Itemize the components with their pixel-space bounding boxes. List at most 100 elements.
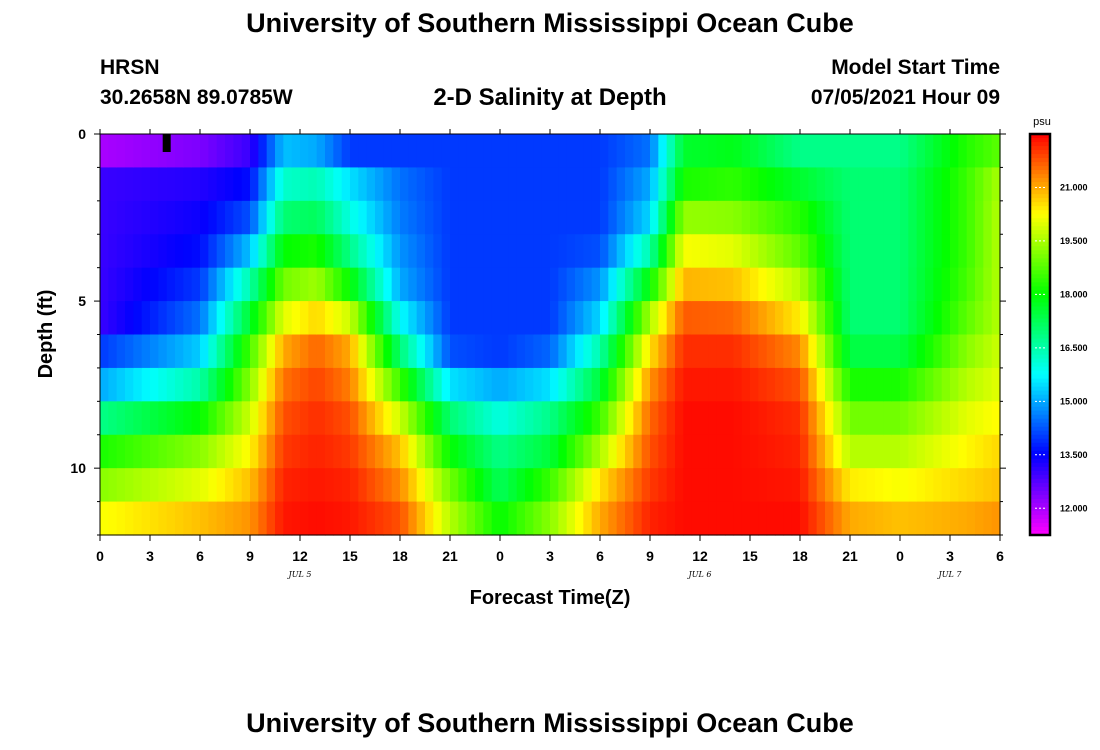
heatmap-cell — [766, 167, 776, 202]
heatmap-cell — [475, 134, 484, 169]
heatmap-cell — [191, 468, 201, 503]
x-tick-label: 3 — [546, 548, 554, 564]
heatmap-cell — [616, 301, 626, 336]
heatmap-cell — [175, 501, 184, 536]
heatmap-cell — [775, 200, 784, 235]
heatmap-cell — [725, 367, 734, 402]
heatmap-cell — [858, 267, 868, 302]
heatmap-cell — [891, 401, 901, 436]
heatmap-cell — [516, 367, 526, 402]
heatmap-cell — [450, 234, 459, 269]
heatmap-cell — [783, 401, 793, 436]
heatmap-cell — [108, 134, 118, 169]
heatmap-cell — [458, 167, 468, 202]
heatmap-cell — [133, 134, 143, 169]
heatmap-cell — [133, 434, 143, 469]
heatmap-cell — [600, 501, 609, 536]
heatmap-cell — [491, 167, 501, 202]
heatmap-cell — [525, 167, 534, 202]
heatmap-cell — [366, 334, 376, 369]
heatmap-cell — [441, 501, 451, 536]
colorbar-band — [1030, 242, 1050, 247]
heatmap-cell — [641, 334, 651, 369]
heatmap-cell — [866, 367, 876, 402]
heatmap-cell — [933, 334, 943, 369]
heatmap-cell — [250, 401, 259, 436]
heatmap-cell — [166, 301, 176, 336]
heatmap-cell — [833, 401, 843, 436]
heatmap-cell — [291, 501, 301, 536]
heatmap-cell — [933, 367, 943, 402]
heatmap-cell — [441, 167, 451, 202]
colorbar-band — [1030, 218, 1050, 223]
heatmap-cell — [658, 234, 668, 269]
heatmap-cell — [108, 234, 118, 269]
heatmap-cell — [791, 468, 801, 503]
heatmap-cell — [741, 134, 751, 169]
heatmap-cell — [208, 401, 218, 436]
heatmap-cell — [841, 401, 851, 436]
x-tick-label: 0 — [896, 548, 904, 564]
heatmap-cell — [208, 267, 218, 302]
heatmap-cell — [208, 434, 218, 469]
heatmap-cell — [441, 334, 451, 369]
heatmap-cell — [350, 434, 359, 469]
colorbar-band — [1030, 402, 1050, 408]
heatmap-cell — [575, 200, 584, 235]
heatmap-cell — [133, 334, 143, 369]
colorbar-band — [1030, 458, 1050, 464]
heatmap-cell — [566, 134, 576, 169]
heatmap-cell — [950, 501, 959, 536]
colorbar-band — [1030, 302, 1050, 308]
heatmap-cell — [191, 334, 201, 369]
heatmap-cell — [591, 401, 601, 436]
heatmap-cell — [133, 167, 143, 202]
heatmap-cell — [633, 401, 643, 436]
heatmap-cell — [308, 267, 318, 302]
heatmap-cell — [641, 167, 651, 202]
heatmap-cell — [991, 134, 1001, 169]
heatmap-cell — [508, 200, 518, 235]
heatmap-cell — [675, 301, 684, 336]
heatmap-cell — [700, 434, 709, 469]
heatmap-cell — [508, 367, 518, 402]
heatmap-cell — [266, 401, 276, 436]
colorbar-band — [1030, 334, 1050, 340]
heatmap-cell — [466, 367, 476, 402]
heatmap-cell — [941, 501, 951, 536]
heatmap-cell — [616, 134, 626, 169]
heatmap-cell — [591, 234, 601, 269]
heatmap-cell — [708, 134, 718, 169]
heatmap-cell — [558, 301, 568, 336]
colorbar-band — [1030, 342, 1050, 348]
heatmap-cell — [116, 468, 126, 503]
heatmap-cell — [900, 367, 909, 402]
heatmap-cell — [358, 267, 368, 302]
heatmap-cell — [250, 434, 259, 469]
x-tick-label: 9 — [646, 548, 654, 564]
heatmap-cell — [708, 501, 718, 536]
heatmap-cell — [483, 134, 493, 169]
heatmap-cell — [358, 234, 368, 269]
heatmap-cell — [491, 234, 501, 269]
heatmap-cell — [566, 501, 576, 536]
heatmap-cell — [741, 167, 751, 202]
heatmap-cell — [825, 334, 834, 369]
heatmap-cell — [725, 167, 734, 202]
heatmap-cell — [891, 167, 901, 202]
heatmap-cell — [983, 301, 993, 336]
heatmap-cell — [133, 501, 143, 536]
heatmap-cell — [225, 200, 234, 235]
heatmap-cell — [475, 468, 484, 503]
heatmap-cell — [675, 167, 684, 202]
x-tick-label: 6 — [996, 548, 1004, 564]
heatmap-cell — [816, 234, 826, 269]
colorbar-band — [1030, 478, 1050, 484]
heatmap-cell — [700, 167, 709, 202]
heatmap-cell — [508, 267, 518, 302]
heatmap-cell — [466, 401, 476, 436]
heatmap-cell — [150, 200, 159, 235]
heatmap-cell — [950, 234, 959, 269]
plot-title: 2-D Salinity at Depth — [433, 84, 667, 111]
heatmap-cell — [766, 134, 776, 169]
